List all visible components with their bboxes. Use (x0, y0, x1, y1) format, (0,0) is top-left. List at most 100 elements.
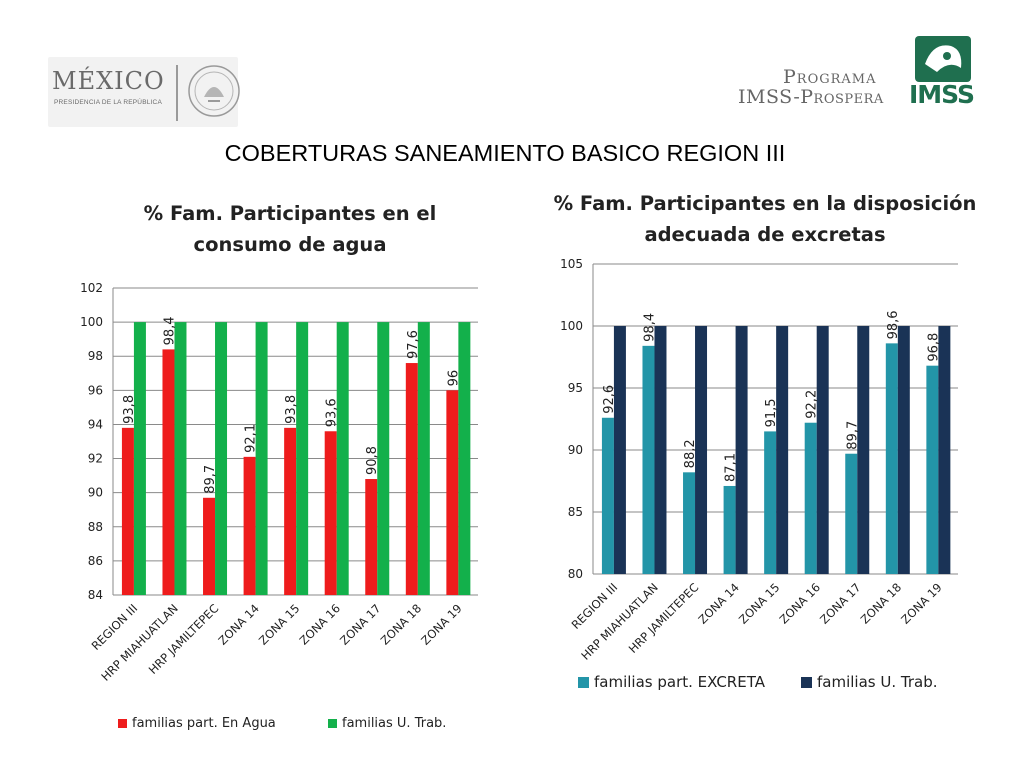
bar-familias-u-trab- (897, 326, 910, 574)
bar-familias-part-excreta (601, 417, 614, 574)
bar-familias-part-en-agua (284, 427, 297, 595)
bar-familias-part-en-agua (446, 390, 459, 595)
bar-familias-part-en-agua (162, 349, 175, 595)
imss-logo-brand: IMSS (909, 80, 975, 109)
y-tick-label: 98 (88, 349, 103, 363)
imss-logo-line2: IMSS-Prospera (738, 86, 884, 108)
bar-familias-part-en-agua (405, 363, 418, 595)
data-label: 93,8 (284, 395, 299, 424)
imss-prospera-logo: Programa IMSS-Prospera IMSS (736, 32, 981, 112)
bar-familias-u-trab- (654, 326, 667, 574)
mexico-government-logo: MÉXICO PRESIDENCIA DE LA REPÚBLICA (48, 57, 240, 127)
category-label: HRP JAMILTEPEC (626, 580, 702, 656)
category-label: ZONA 15 (736, 580, 782, 626)
y-tick-label: 100 (560, 319, 583, 333)
bar-familias-part-excreta (804, 422, 817, 574)
bar-familias-u-trab- (255, 322, 268, 595)
legend-label: familias part. En Agua (132, 716, 276, 731)
bar-familias-u-trab- (458, 322, 471, 595)
data-label: 96,8 (926, 333, 941, 362)
legend-label: familias part. EXCRETA (594, 673, 766, 691)
bar-familias-part-en-agua (121, 427, 134, 595)
y-tick-label: 102 (80, 281, 103, 295)
data-label: 98,4 (642, 313, 657, 342)
bar-familias-part-en-agua (243, 456, 256, 595)
bar-familias-u-trab- (816, 326, 829, 574)
y-tick-label: 84 (88, 588, 103, 602)
legend-swatch (118, 719, 127, 728)
bar-familias-part-excreta (845, 453, 858, 574)
category-label: ZONA 19 (898, 580, 944, 626)
bar-familias-part-excreta (764, 431, 777, 574)
bar-familias-part-excreta (723, 485, 736, 574)
legend-label: familias U. Trab. (342, 716, 446, 731)
y-tick-label: 88 (88, 520, 103, 534)
bar-familias-u-trab- (174, 322, 187, 595)
chart-title-excreta: % Fam. Participantes en la disposición a… (553, 192, 977, 246)
data-label: 92,6 (602, 385, 617, 414)
national-seal-icon (188, 65, 240, 117)
bar-familias-u-trab- (215, 322, 228, 595)
y-tick-label: 80 (568, 567, 583, 581)
data-label: 92,2 (805, 390, 820, 419)
data-label: 89,7 (203, 465, 218, 494)
bar-familias-part-en-agua (365, 479, 378, 595)
legend-swatch (578, 677, 589, 688)
chart-title-water: % Fam. Participantes en el consumo de ag… (143, 202, 437, 256)
data-label: 97,6 (406, 330, 421, 359)
legend-label: familias U. Trab. (817, 673, 937, 691)
y-tick-label: 95 (568, 381, 583, 395)
data-label: 90,8 (365, 446, 380, 475)
y-tick-label: 90 (88, 486, 103, 500)
category-label: ZONA 18 (858, 580, 904, 626)
category-label: ZONA 16 (777, 580, 823, 626)
legend-swatch (801, 677, 812, 688)
y-tick-label: 85 (568, 505, 583, 519)
bar-familias-part-excreta (683, 472, 696, 574)
legend-swatch (328, 719, 337, 728)
category-label: ZONA 17 (817, 580, 863, 626)
bar-familias-u-trab- (377, 322, 390, 595)
bar-familias-u-trab- (776, 326, 789, 574)
bar-familias-part-en-agua (203, 497, 216, 595)
bar-familias-part-excreta (642, 345, 655, 574)
y-tick-label: 100 (80, 315, 103, 329)
y-tick-label: 105 (560, 257, 583, 271)
y-tick-label: 90 (568, 443, 583, 457)
imss-logo-line1: Programa (783, 66, 877, 88)
data-label: 87,1 (724, 453, 739, 482)
data-label: 88,2 (683, 439, 698, 468)
data-label: 98,6 (886, 310, 901, 339)
bar-familias-part-excreta (926, 365, 939, 574)
y-tick-label: 94 (88, 417, 103, 431)
bar-familias-u-trab- (857, 326, 870, 574)
data-label: 93,6 (325, 398, 340, 427)
bar-familias-u-trab- (133, 322, 146, 595)
bar-familias-u-trab- (735, 326, 748, 574)
y-tick-label: 86 (88, 554, 103, 568)
data-label: 91,5 (764, 398, 779, 427)
data-label: 89,7 (845, 421, 860, 450)
bar-familias-u-trab- (613, 326, 626, 574)
data-label: 93,8 (122, 395, 137, 424)
bar-familias-u-trab- (296, 322, 309, 595)
bar-familias-u-trab- (695, 326, 708, 574)
data-label: 96 (446, 370, 461, 387)
mexico-logo-name: MÉXICO (52, 67, 165, 95)
bar-familias-u-trab- (336, 322, 349, 595)
bar-familias-part-excreta (885, 343, 898, 574)
category-label: HRP MIAHUATLAN (578, 580, 660, 662)
y-tick-label: 96 (88, 383, 103, 397)
header: MÉXICO PRESIDENCIA DE LA REPÚBLICA Progr… (0, 0, 1024, 135)
bar-familias-u-trab- (417, 322, 430, 595)
bar-familias-u-trab- (938, 326, 951, 574)
category-label: ZONA 14 (695, 580, 741, 626)
page-title: COBERTURAS SANEAMIENTO BASICO REGION III (224, 140, 786, 166)
bar-familias-part-en-agua (324, 431, 337, 595)
logo-divider (176, 65, 178, 121)
data-label: 98,4 (162, 316, 177, 345)
mexico-logo-subtitle: PRESIDENCIA DE LA REPÚBLICA (54, 99, 162, 106)
imss-eagle-icon (915, 36, 971, 82)
